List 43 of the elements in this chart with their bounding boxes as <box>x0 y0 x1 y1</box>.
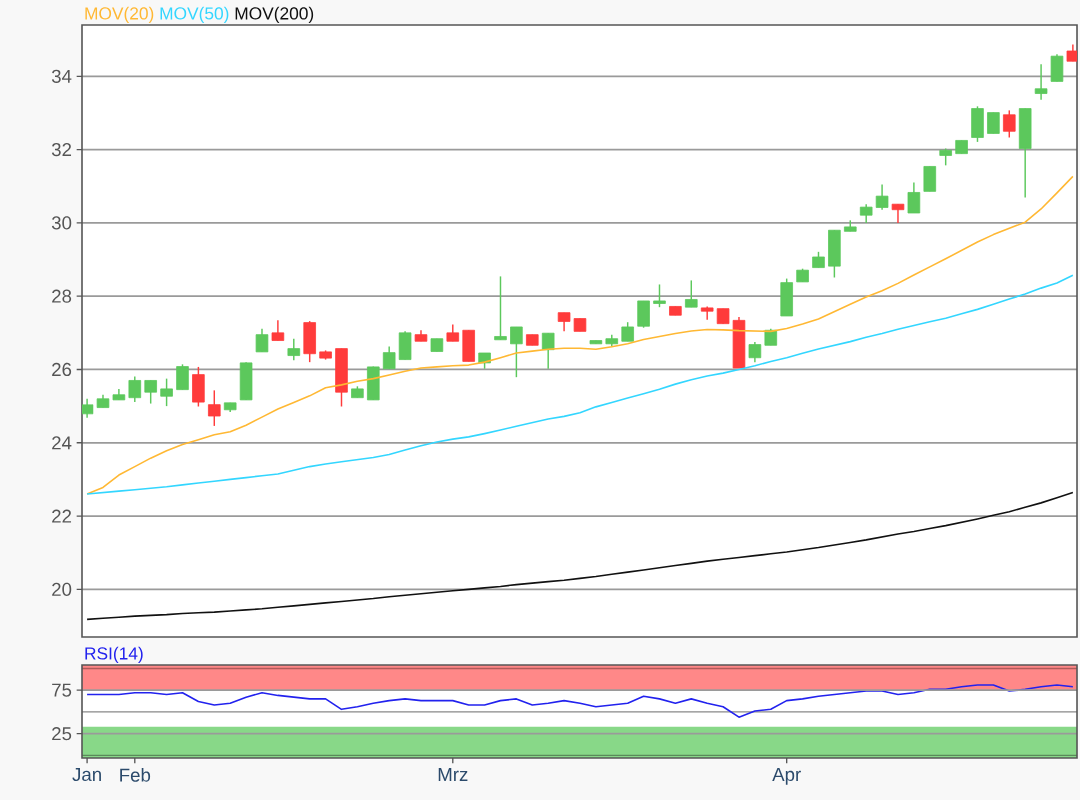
candlestick <box>891 203 905 224</box>
y-tick-label: 25 <box>52 727 72 741</box>
candlestick <box>1003 109 1016 139</box>
candlestick <box>621 321 634 342</box>
candlestick <box>510 326 523 378</box>
candlestick <box>255 328 269 353</box>
text: MOV(200) <box>235 6 314 23</box>
candlestick <box>382 345 396 370</box>
candlestick <box>987 111 1000 135</box>
series-label: RSI(14) <box>85 646 143 664</box>
candlestick <box>176 363 189 391</box>
candlestick <box>685 279 698 308</box>
candlestick <box>128 375 142 403</box>
y-tick-label: 28 <box>52 289 72 303</box>
x-tick-label: Feb <box>120 768 151 782</box>
text: MOV(20) <box>85 6 154 23</box>
x-tick-label: Apr <box>772 768 801 785</box>
candlestick <box>494 275 507 341</box>
candlestick <box>144 379 157 405</box>
y-tick-label: 32 <box>51 142 72 157</box>
y-tick-label: 26 <box>52 362 72 377</box>
y-tick-label: 24 <box>52 436 72 450</box>
candlestick <box>700 305 714 321</box>
candlestick <box>271 319 285 342</box>
candlestick <box>907 181 921 214</box>
x-tick-label: Mrz <box>438 768 468 781</box>
candlestick <box>160 377 173 407</box>
y-tick-label: 20 <box>52 582 72 596</box>
y-tick-label: 34 <box>51 69 72 83</box>
y-tick-label: 75 <box>52 683 72 697</box>
candlestick <box>875 183 889 211</box>
candlestick <box>748 341 762 363</box>
y-tick-label: 30 <box>51 216 72 230</box>
candlestick <box>287 337 301 362</box>
candlestick <box>653 283 666 308</box>
y-tick-label: 22 <box>52 509 72 523</box>
candlestick <box>541 332 555 370</box>
candlestick <box>859 203 873 224</box>
text: MOV(50) <box>160 6 229 23</box>
x-tick-label: Jan <box>72 768 101 782</box>
candlestick <box>1034 63 1048 101</box>
candlestick <box>557 311 571 333</box>
candlestick <box>208 389 221 427</box>
